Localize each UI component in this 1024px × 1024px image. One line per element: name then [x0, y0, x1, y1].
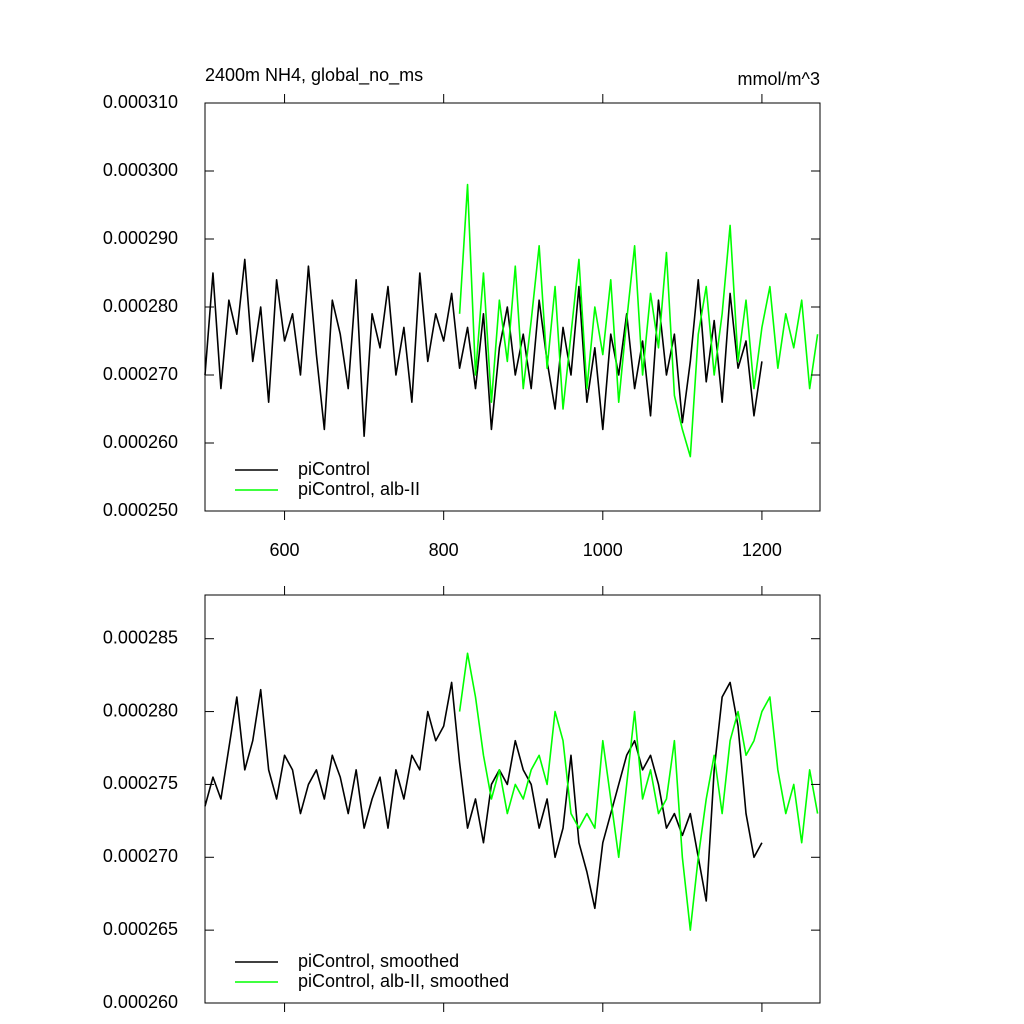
- y-tick-label: 0.000285: [103, 627, 178, 647]
- y-tick-label: 0.000260: [103, 432, 178, 452]
- y-tick-label: 0.000275: [103, 773, 178, 793]
- data-line: [458, 652, 819, 931]
- chart-title: 2400m NH4, global_no_ms: [205, 65, 423, 86]
- units-label: mmol/m^3: [738, 69, 820, 89]
- y-tick-label: 0.000290: [103, 228, 178, 248]
- x-tick-label: 800: [429, 540, 459, 560]
- legend-label: piControl: [298, 459, 370, 479]
- y-tick-label: 0.000300: [103, 160, 178, 180]
- y-tick-label: 0.000250: [103, 500, 178, 520]
- y-tick-label: 0.000280: [103, 700, 178, 720]
- legend-label: piControl, alb-II: [298, 479, 420, 499]
- data-line: [204, 258, 763, 437]
- data-line: [204, 681, 763, 910]
- y-tick-label: 0.000270: [103, 364, 178, 384]
- y-tick-label: 0.000270: [103, 846, 178, 866]
- plot-frame: [204, 594, 821, 1004]
- data-line: [458, 183, 819, 458]
- x-tick-label: 600: [270, 540, 300, 560]
- y-tick-label: 0.000280: [103, 296, 178, 316]
- x-tick-label: 1000: [583, 540, 623, 560]
- y-tick-label: 0.000310: [103, 92, 178, 112]
- y-tick-label: 0.000260: [103, 992, 178, 1012]
- legend-label: piControl, alb-II, smoothed: [298, 971, 509, 991]
- x-tick-label: 1200: [742, 540, 782, 560]
- legend-label: piControl, smoothed: [298, 951, 459, 971]
- y-tick-label: 0.000265: [103, 919, 178, 939]
